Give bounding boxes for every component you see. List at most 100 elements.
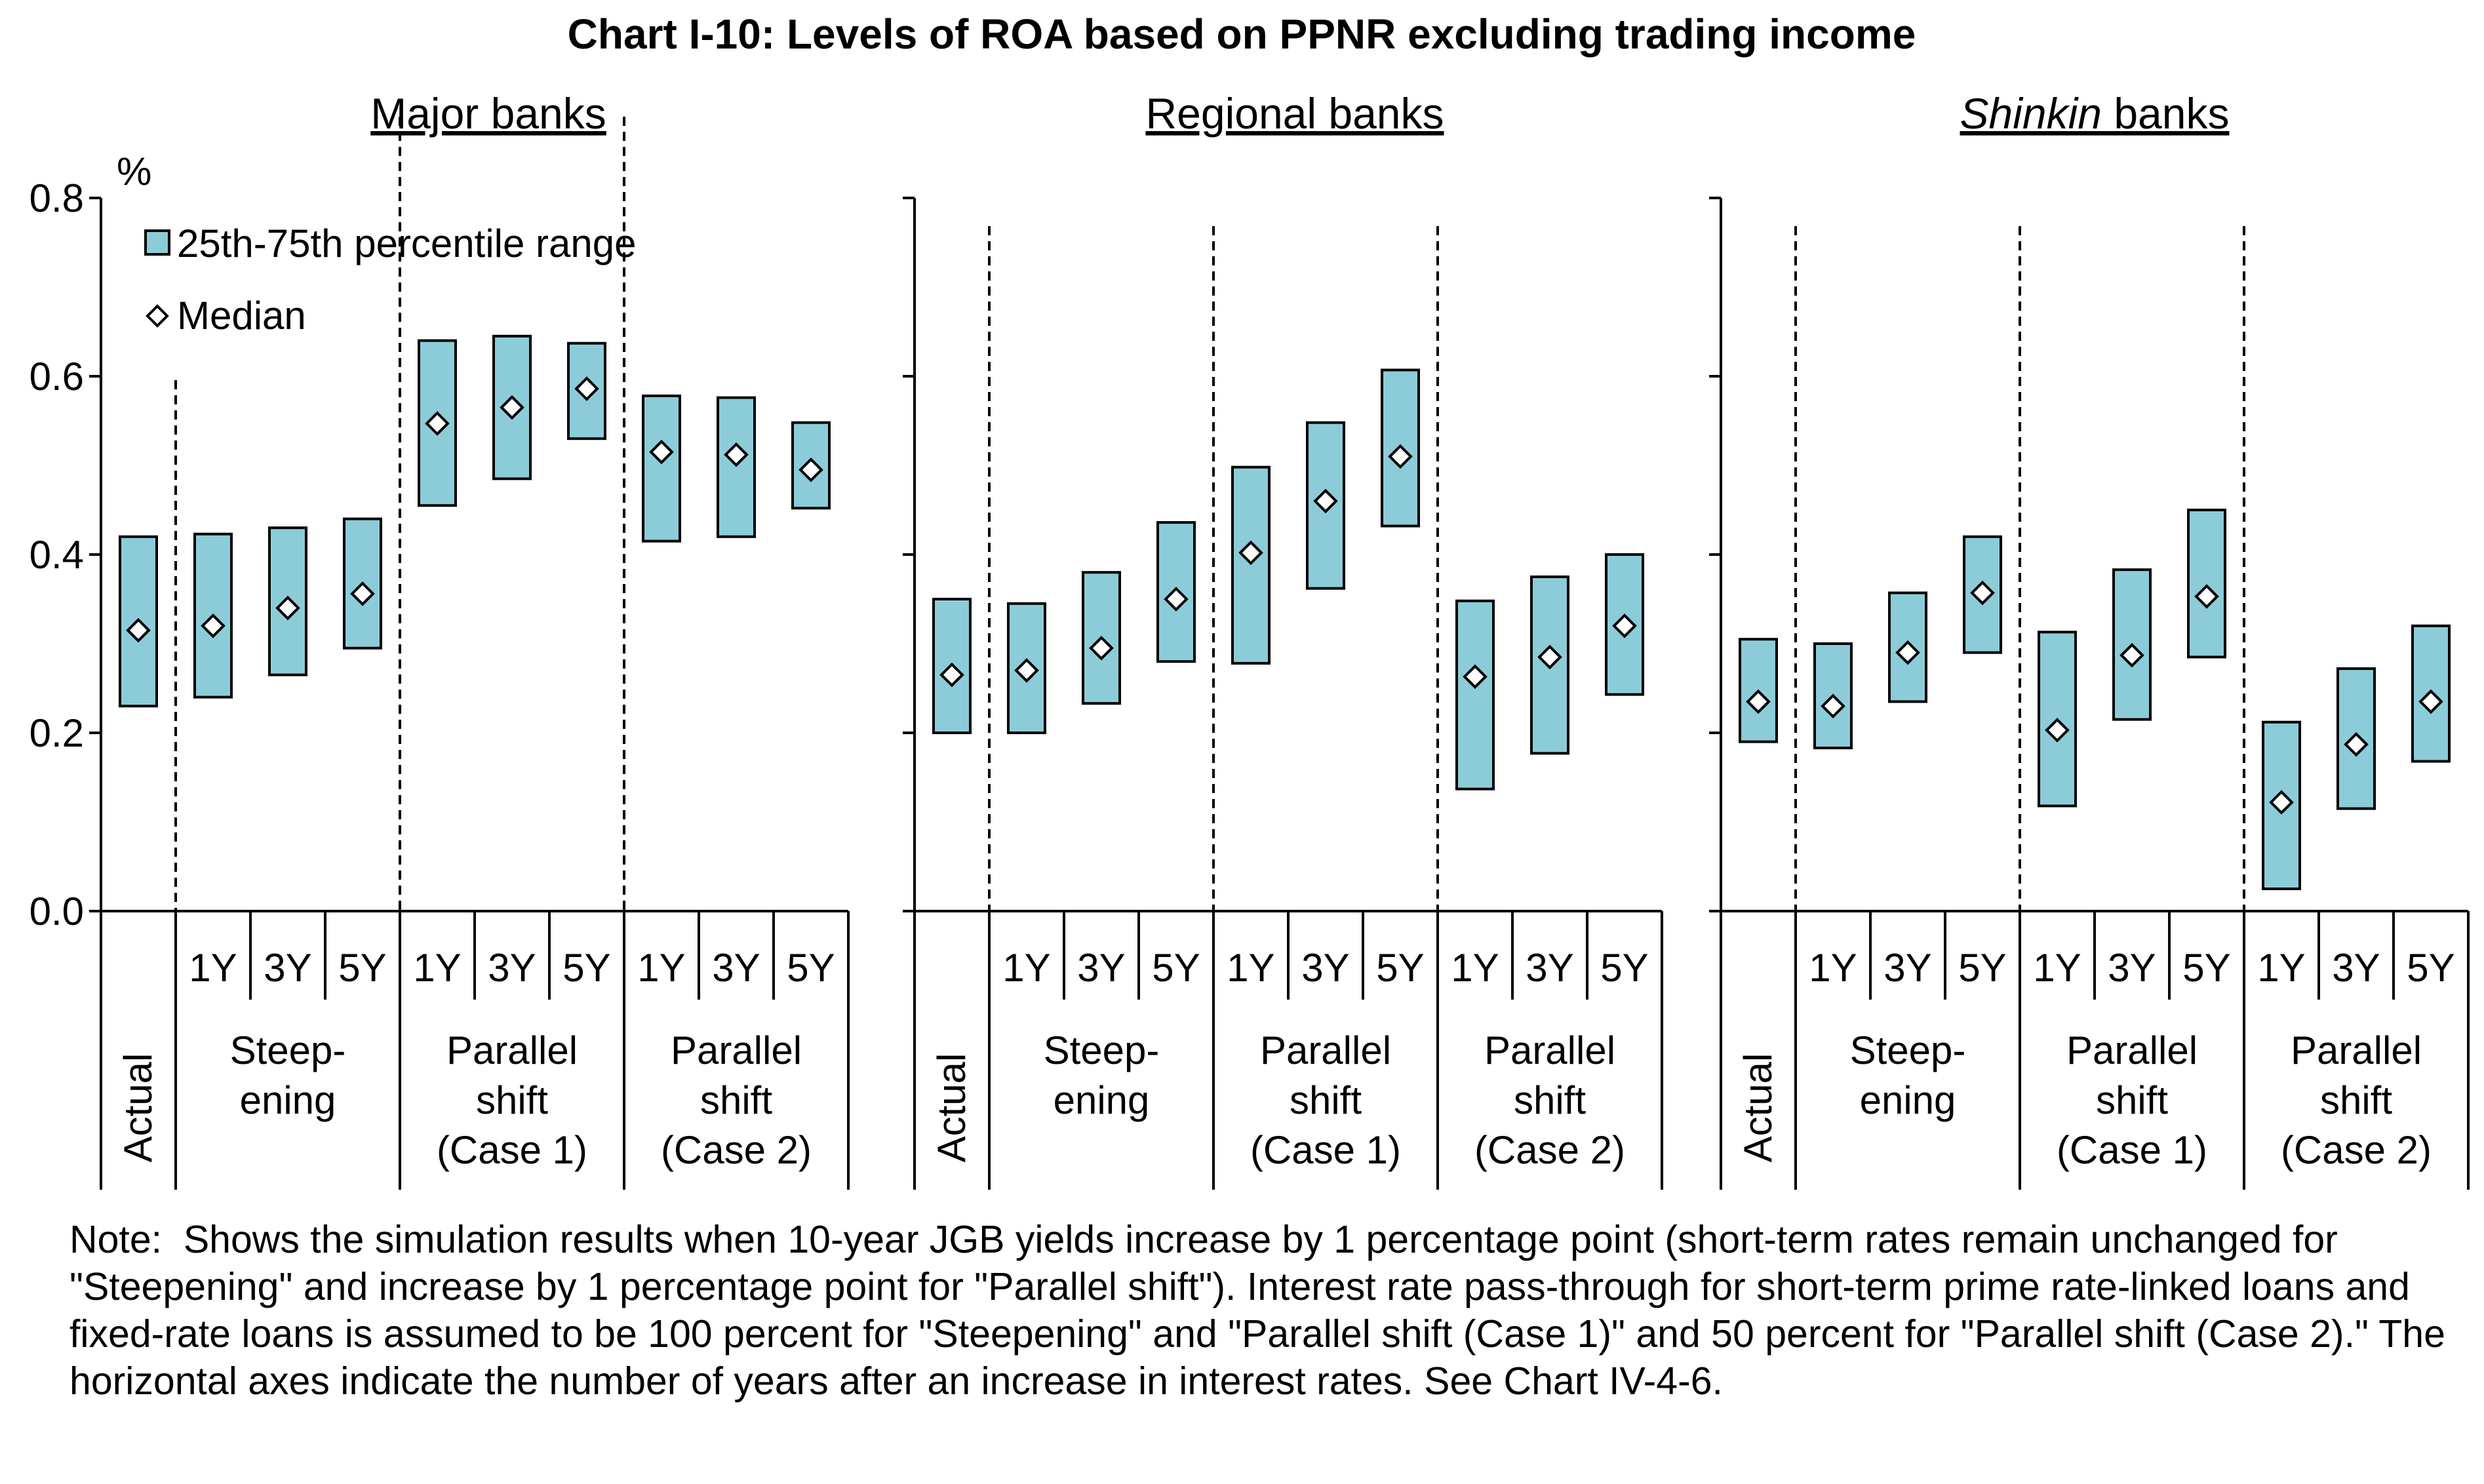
median-marker xyxy=(798,457,823,482)
x-sub-label: 3Y xyxy=(2332,946,2380,990)
x-sub-label: 3Y xyxy=(1526,946,1573,990)
median-marker xyxy=(2119,642,2144,668)
x-sub-label: 5Y xyxy=(1152,946,1200,990)
x-group-label-line: Parallel xyxy=(446,1028,578,1072)
median-marker xyxy=(1746,689,1771,714)
y-tick-label: 0.0 xyxy=(30,889,84,933)
median-marker xyxy=(425,411,450,436)
median-marker xyxy=(126,617,151,643)
x-sub-label: 1Y xyxy=(1002,946,1050,990)
panel-title: Major banks xyxy=(370,89,606,138)
x-group-label-line: Steep- xyxy=(1044,1028,1160,1072)
panel-2: Shinkin banks Actual 1Y 3Y 5Y Steep-ening 1Y 3Y… xyxy=(1709,89,2470,1190)
chart-note: Note: Shows the simulation results when … xyxy=(69,1216,2469,1405)
x-group-label: Parallel shift (Case 1) xyxy=(437,1028,587,1172)
chart-title: Chart I-10: Levels of ROA based on PPNR … xyxy=(568,10,1916,58)
x-group-label-line: Parallel xyxy=(2291,1028,2422,1072)
median-marker xyxy=(1014,657,1039,683)
x-sub-label: 3Y xyxy=(1883,946,1931,990)
x-group-label: Parallel shift (Case 2) xyxy=(2281,1028,2432,1172)
x-group-label: Parallel shift (Case 2) xyxy=(661,1028,812,1172)
median-marker xyxy=(1895,640,1920,665)
x-group-label-line: shift xyxy=(2320,1078,2392,1122)
panel-title-italic: Shinkin xyxy=(1960,89,2102,138)
median-marker xyxy=(1089,635,1114,661)
x-group-label-line: Steep- xyxy=(230,1028,346,1072)
x-group-label-line: shift xyxy=(1514,1078,1586,1122)
median-marker xyxy=(724,442,749,467)
x-group-label-line: shift xyxy=(700,1078,772,1122)
median-marker xyxy=(2418,689,2443,714)
x-sub-label: 3Y xyxy=(1077,946,1125,990)
x-group-label-line: Parallel xyxy=(2066,1028,2198,1072)
x-group-label-line: ening xyxy=(1054,1078,1150,1122)
median-marker xyxy=(1612,613,1637,638)
median-marker xyxy=(1537,644,1562,670)
x-sub-label: 1Y xyxy=(1227,946,1274,990)
median-marker xyxy=(201,613,226,638)
median-marker xyxy=(1164,587,1189,612)
median-marker xyxy=(275,595,300,621)
median-marker xyxy=(2344,732,2369,757)
x-group-label: Actual xyxy=(1736,1053,1780,1163)
y-unit-label: % xyxy=(117,149,151,193)
x-sub-label: 5Y xyxy=(787,946,835,990)
x-group-label-line: ening xyxy=(1860,1078,1956,1122)
legend: 25th-75th percentile range Median xyxy=(144,222,637,338)
x-sub-label: 5Y xyxy=(2407,946,2454,990)
panel-0: Major banks Actual 1Y 3Y 5Y Steep-ening 1Y 3Y 5Y… xyxy=(89,89,850,1190)
x-sub-label: 5Y xyxy=(562,946,610,990)
median-marker xyxy=(939,662,964,688)
x-group-label: Actual xyxy=(116,1053,160,1163)
x-group-label-line: shift xyxy=(2096,1078,2168,1122)
x-group-label-line: Steep- xyxy=(1850,1028,1966,1072)
y-tick-label: 0.2 xyxy=(30,711,84,755)
legend-median-label: Median xyxy=(177,294,306,338)
legend-range-label: 25th-75th percentile range xyxy=(177,222,637,265)
range-box xyxy=(642,394,681,543)
x-group-label-line: (Case 2) xyxy=(1474,1128,1625,1172)
x-group-label-line: (Case 1) xyxy=(1250,1128,1401,1172)
x-sub-label: 5Y xyxy=(1958,946,2006,990)
range-box xyxy=(1156,521,1196,663)
y-tick-label: 0.8 xyxy=(30,176,84,220)
x-group-label-line: Parallel xyxy=(671,1028,802,1072)
note-text: Shows the simulation results when 10-yea… xyxy=(69,1218,2456,1403)
x-group-label: Parallel shift (Case 2) xyxy=(1474,1028,1625,1172)
x-sub-label: 3Y xyxy=(712,946,760,990)
x-group-label: Actual xyxy=(930,1053,974,1163)
x-sub-label: 5Y xyxy=(1600,946,1648,990)
median-marker xyxy=(1821,693,1845,719)
x-sub-label: 1Y xyxy=(637,946,685,990)
x-sub-label: 3Y xyxy=(2108,946,2156,990)
x-sub-label: 3Y xyxy=(488,946,536,990)
median-marker xyxy=(1388,444,1413,469)
range-box xyxy=(2187,509,2226,659)
x-group-label-line: (Case 2) xyxy=(2281,1128,2432,1172)
median-marker xyxy=(1970,580,1995,606)
x-group-label: Parallel shift (Case 1) xyxy=(2057,1028,2207,1172)
panel-1: Regional banks Actual 1Y 3Y 5Y Steep-ening 1Y 3… xyxy=(903,89,1663,1190)
x-group-label: Steep-ening xyxy=(1850,1028,1966,1122)
x-sub-label: 1Y xyxy=(413,946,461,990)
median-marker xyxy=(1463,664,1488,690)
x-group-label-line: Parallel xyxy=(1260,1028,1391,1072)
median-marker xyxy=(574,376,599,401)
x-group-label-line: shift xyxy=(476,1078,548,1122)
range-box xyxy=(1455,599,1495,791)
range-box xyxy=(1231,465,1271,665)
legend-range-swatch xyxy=(144,229,170,256)
x-sub-label: 3Y xyxy=(264,946,311,990)
x-sub-label: 3Y xyxy=(1301,946,1349,990)
median-marker xyxy=(2269,790,2294,815)
median-marker xyxy=(2194,584,2219,609)
y-tick-label: 0.4 xyxy=(30,533,84,577)
x-group-label: Steep-ening xyxy=(230,1028,346,1122)
x-sub-label: 1Y xyxy=(2033,946,2081,990)
note-prefix: Note: xyxy=(69,1218,163,1261)
x-group-label: Parallel shift (Case 1) xyxy=(1250,1028,1401,1172)
x-group-label: Steep-ening xyxy=(1044,1028,1160,1122)
median-marker xyxy=(350,581,375,606)
x-sub-label: 1Y xyxy=(2257,946,2305,990)
panel-title: Regional banks xyxy=(1146,89,1444,138)
